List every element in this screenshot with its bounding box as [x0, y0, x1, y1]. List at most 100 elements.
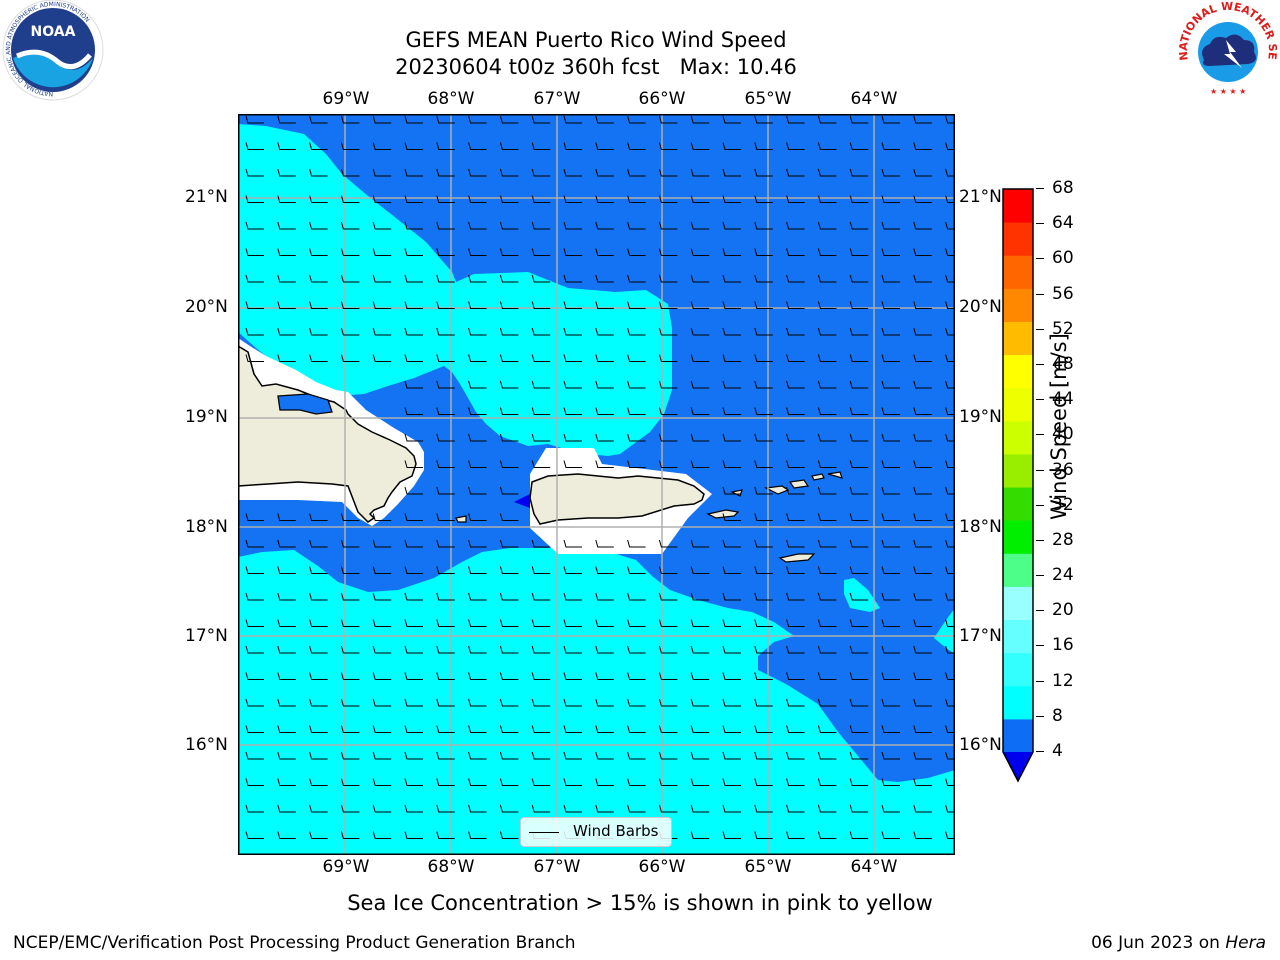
- wind-barb: [436, 327, 455, 336]
- wind-barb: [945, 433, 955, 442]
- wind-barb: [690, 778, 710, 786]
- wind-barb: [786, 513, 805, 521]
- wind-barb: [372, 327, 392, 336]
- wind-barb: [849, 274, 869, 283]
- wind-barb: [945, 698, 955, 707]
- colorbar-segment: [1003, 520, 1033, 554]
- wind-barb: [277, 698, 296, 707]
- wind-barb: [754, 778, 773, 786]
- wind-barb: [786, 778, 805, 786]
- wind-barb: [658, 380, 678, 389]
- wind-barb: [595, 354, 614, 362]
- wind-barb: [309, 566, 328, 574]
- wind-barb: [277, 619, 296, 627]
- wind-barb: [499, 460, 519, 468]
- colorbar-segment: [1003, 288, 1033, 322]
- lat-label-right: 17°N: [959, 626, 1002, 646]
- wind-barb: [372, 539, 392, 548]
- wind-barb: [658, 539, 678, 548]
- wind-barb: [595, 301, 614, 309]
- wind-barb: [945, 354, 955, 362]
- wind-barb: [245, 115, 264, 124]
- wind-barb: [436, 566, 455, 574]
- wind-barb: [340, 725, 360, 733]
- colorbar-segment: [1003, 255, 1033, 289]
- colorbar-tick-label: 28: [1052, 529, 1074, 550]
- wind-barb: [786, 248, 805, 256]
- wind-barb: [499, 168, 519, 177]
- wind-barb: [849, 301, 869, 309]
- wind-barb: [595, 698, 614, 707]
- wind-barb: [309, 513, 328, 521]
- lat-label-left: 20°N: [185, 297, 228, 317]
- wind-barb: [245, 698, 264, 707]
- wind-barb: [499, 725, 519, 733]
- wind-barb: [881, 115, 900, 124]
- footer-machine: Hera: [1225, 933, 1266, 953]
- wind-barb: [627, 433, 646, 442]
- wind-barb: [595, 804, 614, 813]
- wind-barb: [404, 751, 423, 760]
- colorbar-tick-mark: [1036, 469, 1044, 471]
- wind-barb: [881, 751, 900, 760]
- wind-barb: [245, 566, 264, 574]
- wind-barb: [531, 168, 551, 177]
- footer-branch: NCEP/EMC/Verification Post Processing Pr…: [13, 933, 576, 953]
- wind-barb: [945, 486, 955, 495]
- wind-barb: [722, 645, 741, 654]
- wind-barb: [404, 804, 423, 813]
- wind-barb: [817, 698, 837, 707]
- wind-barb: [436, 672, 455, 680]
- wind-barb: [563, 751, 582, 760]
- wind-barb: [372, 221, 392, 230]
- wind-barb: [372, 725, 392, 733]
- wind-barb: [531, 354, 551, 362]
- wind-barb: [881, 380, 900, 389]
- wind-barb: [563, 804, 582, 813]
- wind-barb: [817, 301, 837, 309]
- wind-barb: [436, 221, 455, 230]
- wind-barb: [340, 221, 360, 230]
- wind-barb: [881, 831, 900, 839]
- wind-barb: [817, 115, 837, 124]
- wind-barb: [849, 168, 869, 177]
- colorbar-tick-mark: [1036, 715, 1044, 717]
- wind-barb: [340, 539, 360, 548]
- wind-barb: [913, 486, 932, 495]
- wind-barb: [945, 380, 955, 389]
- wind-barb: [340, 168, 360, 177]
- wind-barb: [340, 831, 360, 839]
- wind-barb: [817, 619, 837, 627]
- wind-barb: [404, 672, 423, 680]
- wind-barb: [436, 725, 455, 733]
- wind-barb: [881, 804, 900, 813]
- wind-barb: [722, 486, 741, 495]
- wind-barb: [627, 195, 646, 203]
- wind-barb: [817, 248, 837, 256]
- wind-barb: [309, 778, 328, 786]
- wind-barb: [563, 566, 582, 574]
- wind-barb: [817, 645, 837, 654]
- colorbar-label: Wind Speed [m/s]: [1047, 333, 1071, 520]
- wind-barb: [754, 407, 773, 415]
- wind-barb: [563, 672, 582, 680]
- wind-barb: [881, 486, 900, 495]
- wind-barb: [404, 274, 423, 283]
- wind-barb: [309, 274, 328, 283]
- wind-barb: [340, 513, 360, 521]
- wind-barb: [277, 645, 296, 654]
- wind-barb: [658, 672, 678, 680]
- wind-barb: [245, 513, 264, 521]
- colorbar-tick-label: 56: [1052, 283, 1074, 304]
- colorbar-tick-mark: [1036, 645, 1044, 647]
- wind-barb: [404, 168, 423, 177]
- wind-barb: [945, 566, 955, 574]
- wind-barb: [754, 831, 773, 839]
- wind-barb: [722, 354, 741, 362]
- lat-label-left: 21°N: [185, 187, 228, 207]
- wind-barb: [690, 433, 710, 442]
- wind-barb: [690, 831, 710, 839]
- wind-barb: [340, 142, 360, 150]
- wind-barb: [722, 751, 741, 760]
- lon-label-top: 65°W: [744, 89, 792, 109]
